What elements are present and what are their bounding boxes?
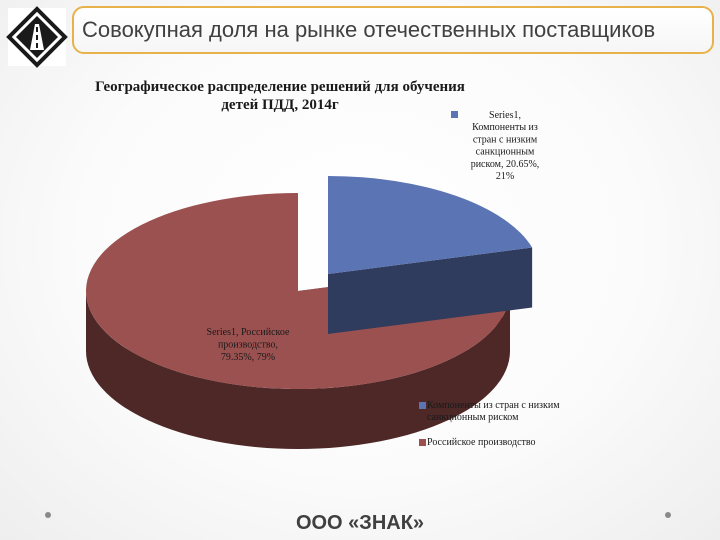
legend-swatch-1: [419, 439, 426, 446]
data-label-marker-0: [451, 111, 458, 118]
pie-wall-0-1: [328, 247, 533, 334]
data-label-1: Series1, Российское производство, 79.35%, …: [207, 327, 290, 363]
company-name: ООО «ЗНАК»: [295, 512, 425, 534]
legend-label-0: Компоненты из стран с низким санкционным …: [427, 400, 560, 423]
chart-title: Географическое распределение решений для…: [70, 78, 490, 114]
footer-dot-right: [665, 512, 671, 518]
footer-dot-left: [45, 512, 51, 518]
chart-title-line-2: детей ПДД, 2014г: [221, 97, 339, 113]
pie-slice-0: [328, 176, 533, 274]
pie-slice-1: [86, 193, 510, 389]
legend-label-1: Российское производство: [427, 437, 536, 448]
data-label-0: Series1, Компоненты из стран с низким санкц…: [471, 110, 540, 182]
slide-title: Совокупная доля на рынке отечественных п…: [72, 6, 714, 54]
chart-title-line-1: Географическое распределение решений для…: [95, 79, 465, 95]
road-sign-logo-icon: [6, 6, 68, 68]
legend-swatch-0: [419, 402, 426, 409]
pie-side-1-0: [86, 291, 510, 449]
